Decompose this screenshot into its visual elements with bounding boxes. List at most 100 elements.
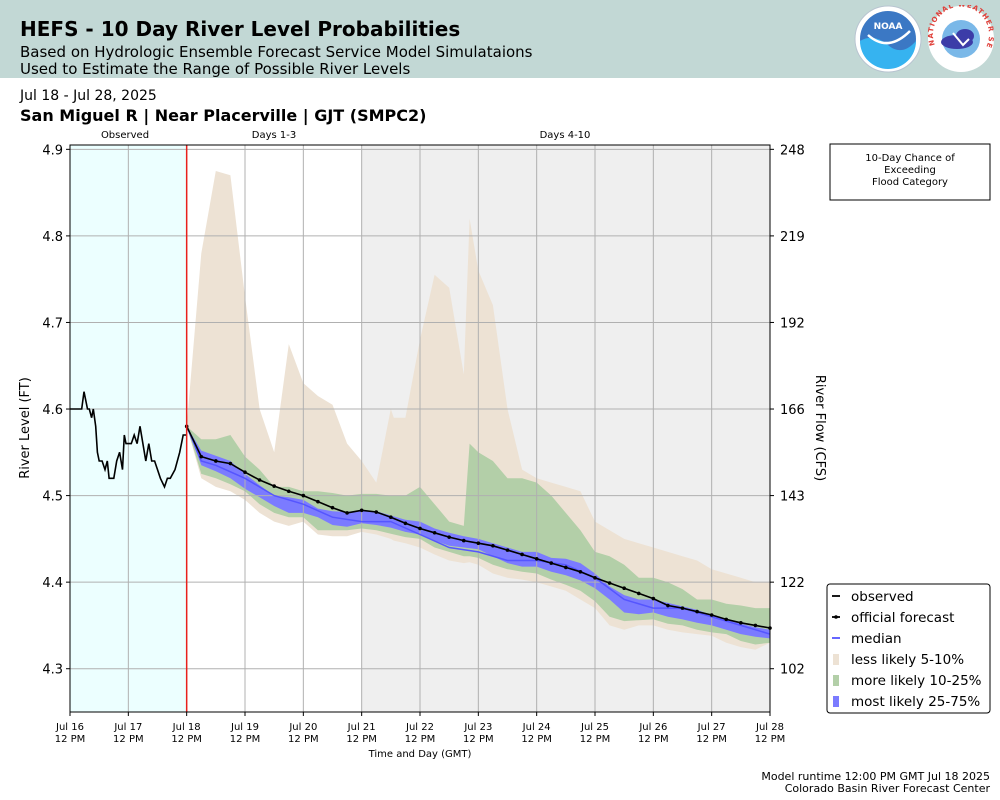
forecast-point <box>680 606 685 610</box>
days-1-3-label: Days 1-3 <box>252 130 296 141</box>
x-tick-label: 12 PM <box>55 734 86 745</box>
forecast-point <box>753 623 758 628</box>
forecast-point <box>359 508 364 513</box>
observed-period-label: Observed <box>101 130 149 141</box>
x-tick-label: Jul 25 <box>580 722 609 733</box>
x-tick-label: 12 PM <box>171 734 202 745</box>
forecast-point <box>345 511 349 515</box>
x-tick-label: Jul 19 <box>230 722 259 733</box>
x-tick-label: 12 PM <box>346 734 377 745</box>
station-name: San Miguel R | Near Placerville | GJT (S… <box>20 106 427 125</box>
forecast-point <box>301 493 306 498</box>
legend: observed official forecast median less like… <box>826 583 991 714</box>
x-tick-label: 12 PM <box>288 734 319 745</box>
x-tick-label: Jul 27 <box>697 722 726 733</box>
x-tick-label: 12 PM <box>113 734 144 745</box>
forecast-point <box>549 561 554 565</box>
forecast-point <box>316 499 320 504</box>
page-title: HEFS - 10 Day River Level Probabilities <box>20 17 461 41</box>
forecast-point <box>418 526 422 531</box>
y-axis-label: River Level (FT) <box>18 377 33 479</box>
x-axis-label: Time and Day (GMT) <box>368 749 472 760</box>
y2-tick-label: 143 <box>780 490 805 505</box>
legend-label: most likely 25-75% <box>851 694 980 710</box>
forecast-point <box>243 470 247 475</box>
legend-swatch <box>833 696 839 707</box>
forecast-point <box>622 586 626 591</box>
forecast-point <box>257 478 262 482</box>
flood-box-line-3: Flood Category <box>872 177 948 188</box>
y-tick-label: 4.4 <box>42 576 63 591</box>
legend-swatch <box>833 654 839 665</box>
forecast-point <box>578 569 583 574</box>
forecast-point <box>330 505 335 510</box>
forecast-point <box>461 538 466 543</box>
legend-label: observed <box>851 589 914 605</box>
observed-line <box>70 391 187 490</box>
y-tick-label: 4.9 <box>42 143 63 158</box>
forecast-point <box>666 603 670 608</box>
y-tick-label: 4.8 <box>42 230 63 245</box>
forecast-point <box>505 548 510 552</box>
flood-box-line-1: 10-Day Chance of <box>865 153 955 164</box>
x-tick-label: 12 PM <box>696 734 727 745</box>
legend-swatch-dot <box>834 615 838 619</box>
forecast-point <box>403 521 408 526</box>
forecast-point <box>432 531 437 535</box>
y2-tick-label: 192 <box>780 316 805 331</box>
forecast-point <box>636 591 641 596</box>
date-range: Jul 18 - Jul 28, 2025 <box>20 88 157 104</box>
median-line <box>186 426 771 635</box>
forecast-point <box>491 543 495 548</box>
forecast-point <box>447 535 451 539</box>
y2-axis-label: River Flow (CFS) <box>812 375 827 481</box>
flood-category-box: 10-Day Chance of Exceeding Flood Categor… <box>829 143 991 201</box>
forecast-point <box>228 461 233 466</box>
forecast-point <box>564 565 568 570</box>
legend-label: more likely 10-25% <box>851 673 982 689</box>
forecast-point <box>534 556 539 561</box>
nws-logo-icon: NATIONAL WEATHER SERVICE <box>927 5 994 72</box>
y2-tick-label: 122 <box>780 576 805 591</box>
noaa-logo-text: NOAA <box>874 22 903 32</box>
x-tick-label: Jul 18 <box>172 722 201 733</box>
x-tick-label: Jul 22 <box>405 722 434 733</box>
forecast-point <box>739 621 743 625</box>
legend-frame <box>826 583 991 714</box>
forecast-point <box>695 609 699 614</box>
forecast-center: Colorado Basin River Forecast Center <box>784 782 990 795</box>
y2-tick-label: 102 <box>780 663 805 678</box>
forecast-point <box>709 613 714 617</box>
forecast-point <box>607 581 612 585</box>
days-4-10-label: Days 4-10 <box>540 130 591 141</box>
model-runtime: Model runtime 12:00 PM GMT Jul 18 2025 <box>761 770 990 783</box>
x-tick-label: Jul 20 <box>288 722 317 733</box>
forecast-point <box>724 617 729 622</box>
legend-label: less likely 5-10% <box>851 652 964 668</box>
y2-tick-label: 248 <box>780 143 805 158</box>
y2-tick-label: 166 <box>780 403 805 418</box>
subtitle-line-1: Based on Hydrologic Ensemble Forecast Se… <box>20 43 533 61</box>
forecast-point <box>272 484 276 488</box>
forecast-point <box>476 541 481 545</box>
y-tick-label: 4.3 <box>42 663 63 678</box>
noaa-logo-icon: NOAA <box>854 5 922 73</box>
x-tick-label: Jul 24 <box>522 722 551 733</box>
forecast-point <box>374 510 379 514</box>
x-tick-label: Jul 21 <box>347 722 376 733</box>
x-tick-label: Jul 16 <box>55 722 84 733</box>
legend-label: official forecast <box>851 610 954 626</box>
legend-swatch <box>833 675 839 686</box>
forecast-point <box>389 515 393 520</box>
x-tick-label: 12 PM <box>521 734 552 745</box>
forecast-point <box>214 459 218 463</box>
y-tick-label: 4.6 <box>42 403 63 418</box>
flood-box-line-2: Exceeding <box>884 165 936 176</box>
y-tick-label: 4.7 <box>42 316 63 331</box>
x-tick-label: Jul 23 <box>463 722 492 733</box>
x-tick-label: 12 PM <box>580 734 611 745</box>
series-lines <box>70 391 772 635</box>
legend-label: median <box>851 631 902 647</box>
